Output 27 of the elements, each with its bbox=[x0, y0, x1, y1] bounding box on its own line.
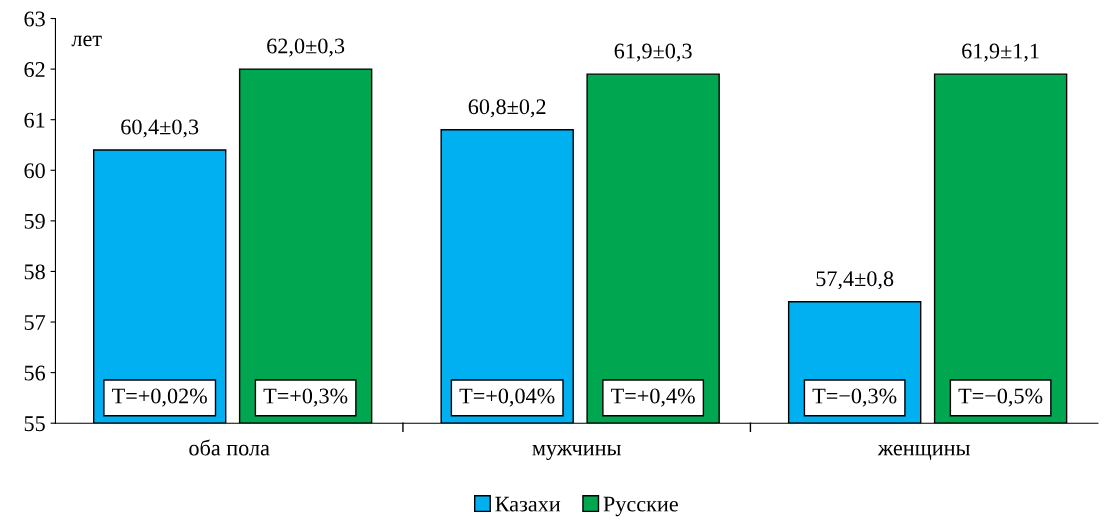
annotation: T=+0,3% bbox=[263, 388, 348, 407]
y-tick-label: 59 bbox=[24, 213, 45, 229]
annotation: T=+0,02% bbox=[112, 388, 207, 407]
y-tick-label: 55 bbox=[24, 416, 45, 432]
legend-label: Казахи bbox=[495, 496, 561, 512]
data-label: 61,9±1,1 bbox=[962, 43, 1039, 62]
y-axis-title: лет bbox=[71, 35, 102, 47]
data-label: 60,8±0,2 bbox=[468, 99, 546, 118]
legend-label: Русские bbox=[603, 496, 678, 517]
annotation: T=+0,04% bbox=[459, 388, 555, 407]
data-label: 62,0±0,3 bbox=[267, 38, 345, 57]
y-tick-label: 58 bbox=[24, 264, 45, 280]
x-tick-label: оба пола bbox=[189, 439, 270, 456]
annotation: T=−0,5% bbox=[958, 388, 1043, 407]
y-tick-label: 62 bbox=[24, 62, 45, 78]
y-tick-label: 60 bbox=[24, 163, 45, 179]
data-label: 57,4±0,8 bbox=[816, 271, 894, 290]
x-tick-label: женщины bbox=[877, 444, 970, 460]
annotation: T=+0,4% bbox=[611, 388, 695, 407]
y-tick-label: 61 bbox=[24, 112, 45, 128]
data-label: 61,9±0,3 bbox=[614, 43, 692, 62]
data-label: 60,4±0,3 bbox=[121, 119, 199, 138]
y-tick-label: 56 bbox=[24, 365, 46, 381]
annotation: T=−0,3% bbox=[812, 388, 897, 407]
y-tick-label: 57 bbox=[24, 315, 46, 330]
x-tick-label: мужчины bbox=[532, 445, 621, 461]
y-tick-label: 63 bbox=[24, 11, 45, 27]
